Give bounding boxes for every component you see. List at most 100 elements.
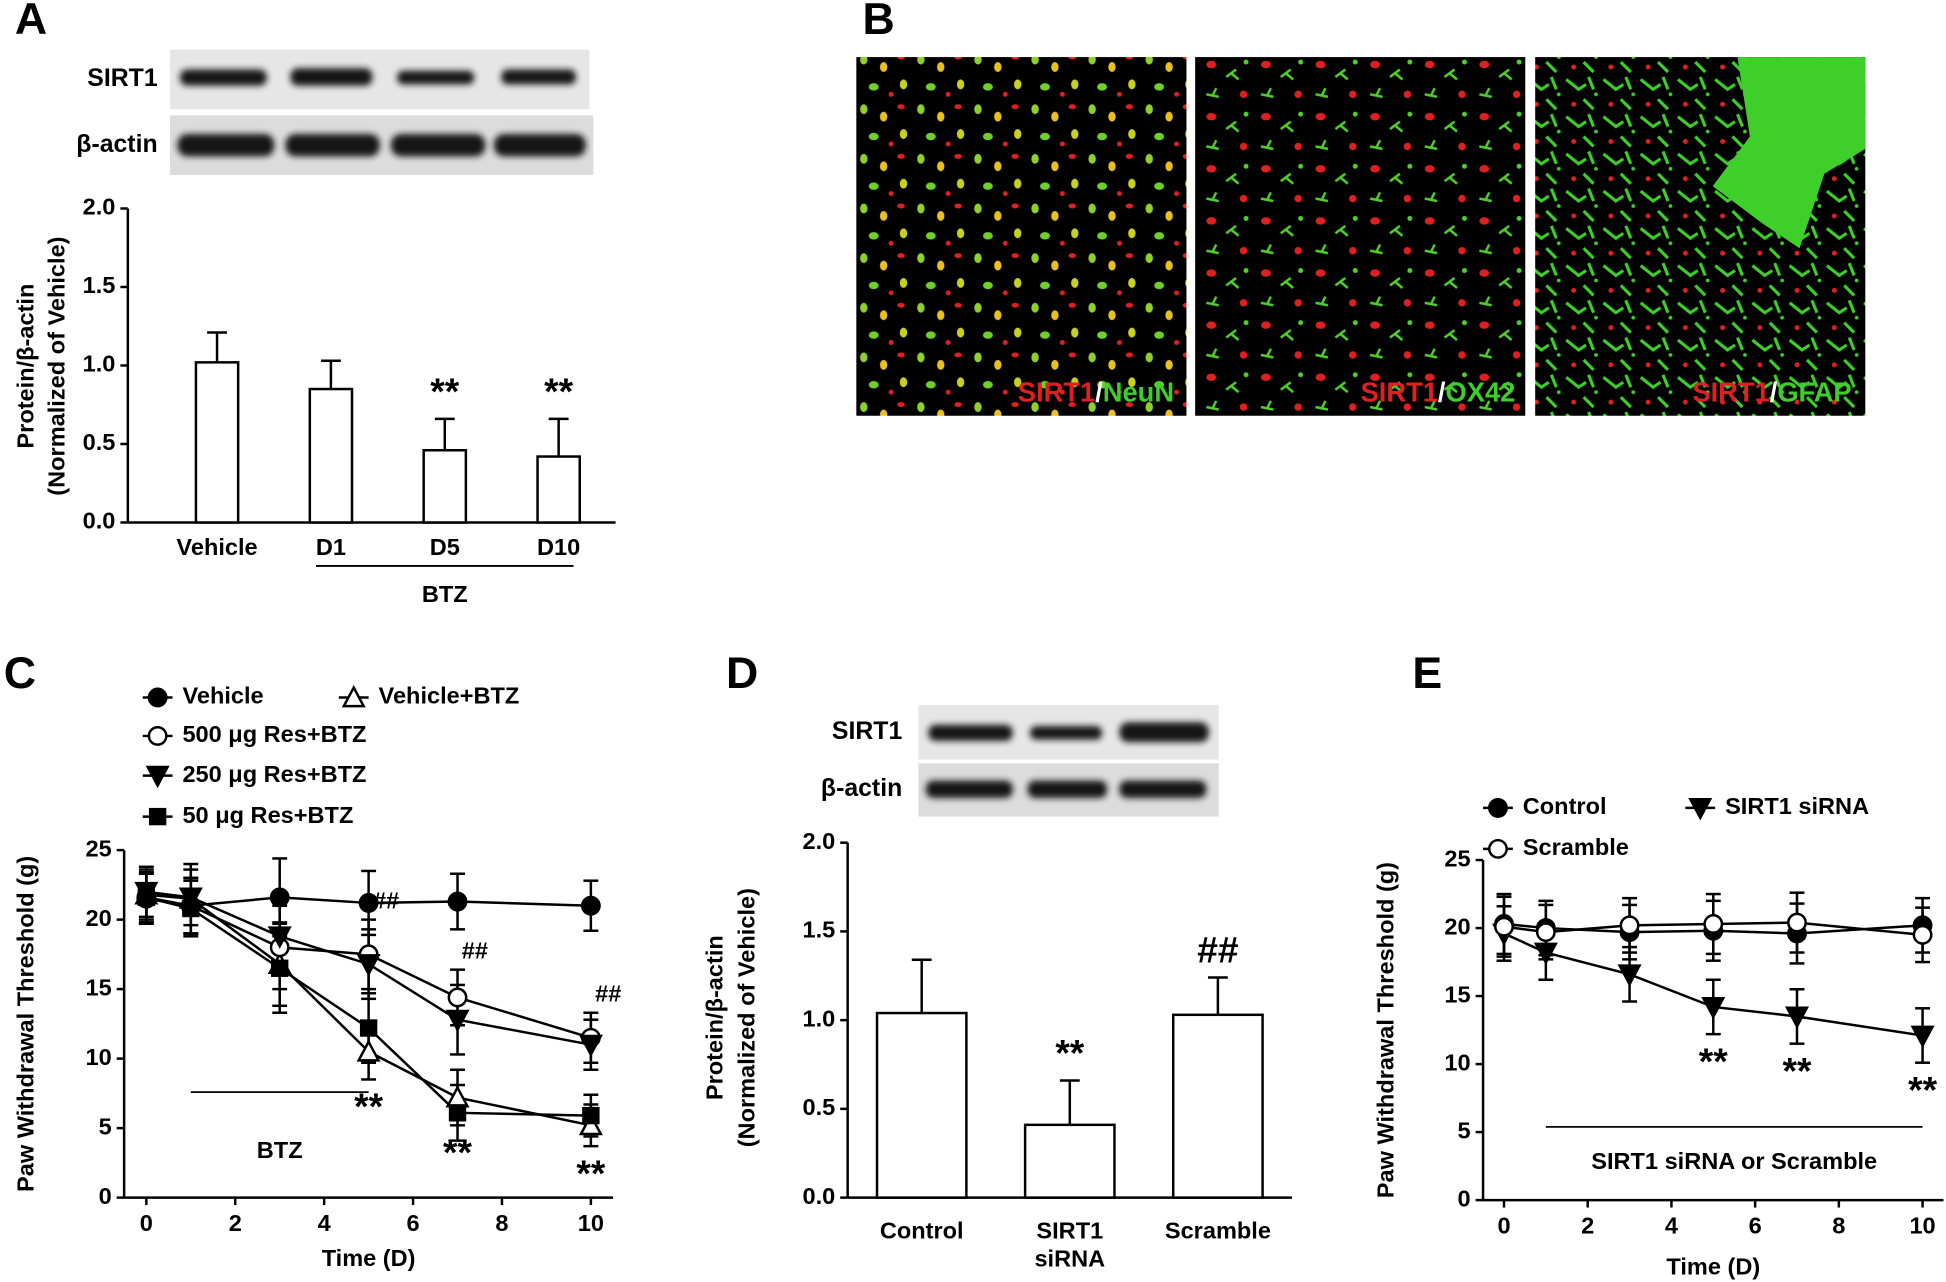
x-tick-label: D10 [537, 534, 580, 560]
marker [580, 895, 601, 916]
marker [447, 987, 468, 1008]
micrograph [856, 57, 1187, 416]
y-tick-label: 15 [85, 974, 111, 1000]
x-tick-label: 2 [1581, 1213, 1594, 1239]
marker [178, 887, 203, 910]
marker [1910, 1025, 1935, 1049]
marker [1533, 942, 1558, 966]
bar [536, 455, 581, 524]
y-tick-label: 0.5 [83, 429, 116, 455]
y-tick-label: 10 [85, 1044, 111, 1070]
caption-part: SIRT1 [1692, 377, 1769, 408]
significance-label: ** [354, 1085, 383, 1127]
marker [267, 926, 292, 949]
y-tick-label: 1.0 [802, 1005, 835, 1031]
series-line [146, 893, 592, 1127]
marker [1787, 912, 1807, 933]
x-tick-label: 0 [1497, 1213, 1510, 1239]
legend-label: Vehicle [182, 683, 263, 709]
marker [448, 1104, 467, 1122]
caption-part: GFAP [1777, 377, 1851, 408]
legend-marker [147, 726, 168, 746]
legend-marker [1688, 797, 1713, 821]
caption-part: / [1770, 377, 1778, 408]
legend-marker [145, 765, 170, 789]
marker [137, 888, 156, 907]
legend-label: 500 μg Res+BTZ [182, 721, 366, 747]
significance-label: ** [544, 370, 573, 412]
significance-label: ** [1908, 1068, 1937, 1110]
y-tick-label: 5 [1458, 1117, 1471, 1143]
y-axis-title: Protein/β-actin [13, 284, 39, 449]
legend-marker [148, 807, 167, 826]
y-tick-label: 0.0 [802, 1183, 835, 1209]
significance-label: ** [1783, 1049, 1812, 1091]
significance-label: ** [443, 1131, 472, 1173]
image-caption: SIRT1/GFAP [1692, 377, 1851, 408]
caption-part: SIRT1 [1361, 377, 1438, 408]
y-tick-label: 0.5 [802, 1094, 835, 1120]
x-tick-label: 0 [140, 1210, 153, 1236]
image-caption: SIRT1/NeuN [1018, 377, 1174, 408]
western-blot [170, 49, 594, 175]
legend-marker [147, 687, 168, 708]
bar [1171, 1013, 1264, 1199]
y-tick-label: 10 [1444, 1049, 1470, 1075]
y-tick-label: 1.0 [83, 351, 116, 377]
marker [358, 893, 379, 913]
legend-label: Control [1523, 793, 1607, 819]
panel-label: D [726, 649, 758, 698]
marker [447, 891, 468, 912]
blot-label: SIRT1 [87, 65, 158, 92]
y-tick-label: 15 [1444, 981, 1470, 1007]
x-tick-label: Control [880, 1218, 964, 1244]
significance-label: ## [462, 937, 488, 963]
legend-marker [1488, 838, 1508, 859]
group-label: BTZ [422, 581, 468, 607]
x-tick-label: Scramble [1165, 1218, 1271, 1244]
y-tick-label: 0 [1458, 1185, 1471, 1211]
legend-label: Vehicle+BTZ [379, 683, 520, 709]
panel-label: A [15, 0, 47, 44]
span-label: SIRT1 siRNA or Scramble [1591, 1148, 1877, 1174]
significance-label: ** [1055, 1031, 1084, 1073]
y-tick-label: 20 [85, 905, 111, 931]
marker [1912, 924, 1933, 945]
x-tick-label: SIRT1 siRNA [1034, 1218, 1105, 1272]
significance-label: ** [430, 370, 459, 412]
y-axis-title: (Normalized of Vehicle) [44, 236, 70, 495]
panel-label: B [863, 0, 895, 44]
marker [1494, 916, 1514, 937]
x-tick-label: 8 [1832, 1213, 1845, 1239]
y-axis-title: Protein/β-actin [701, 935, 727, 1100]
y-axis-title: (Normalized of Vehicle) [734, 888, 760, 1147]
micrograph-feature [1712, 57, 1866, 249]
x-axis-title: Time (D) [1666, 1254, 1760, 1280]
marker [582, 1106, 600, 1125]
x-tick-label: 6 [1749, 1213, 1762, 1239]
bar [194, 361, 240, 524]
marker [1535, 922, 1556, 943]
y-tick-label: 0.0 [83, 508, 116, 534]
marker [271, 959, 289, 977]
legend-marker [1488, 797, 1508, 818]
legend-label: 50 μg Res+BTZ [182, 802, 353, 828]
marker [182, 899, 200, 918]
legend-label: 250 μg Res+BTZ [182, 761, 366, 787]
blot-label: β-actin [821, 775, 902, 802]
marker [356, 954, 381, 977]
marker [356, 1039, 381, 1062]
x-tick-label: 10 [578, 1210, 604, 1236]
caption-part: / [1095, 377, 1103, 408]
legend-label: Scramble [1523, 834, 1629, 860]
y-tick-label: 2.0 [802, 828, 835, 854]
bar [422, 449, 468, 524]
marker [1619, 915, 1640, 936]
significance-label: ## [1197, 929, 1239, 971]
marker [1703, 914, 1724, 934]
caption-part: NeuN [1103, 377, 1174, 408]
blot-label: β-actin [76, 131, 157, 158]
marker [1701, 997, 1726, 1020]
micrograph [1195, 57, 1526, 416]
